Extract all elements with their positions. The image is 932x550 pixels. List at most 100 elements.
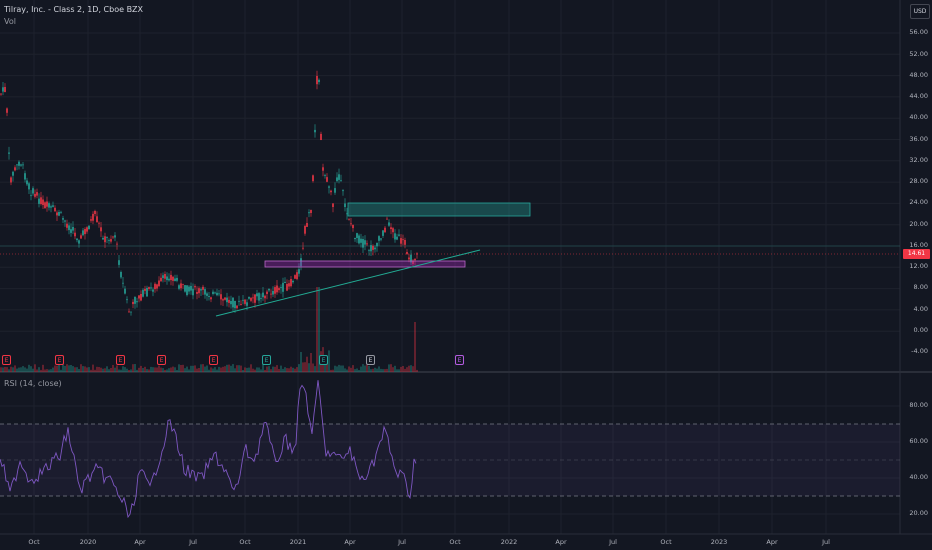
volume-bar	[56, 365, 58, 372]
rsi-axis[interactable]: 80.00 60.00 40.00 20.00	[901, 374, 932, 534]
volume-bar	[100, 367, 102, 372]
price-axis[interactable]: 56.00 52.00 48.00 44.00 40.00 36.00 32.0…	[901, 0, 932, 372]
volume-bar	[154, 367, 156, 372]
time-tick: 2020	[79, 538, 97, 546]
candle-body	[236, 305, 238, 309]
candle-body	[280, 287, 282, 288]
earnings-marker[interactable]: E	[209, 355, 218, 365]
candle-body	[108, 240, 110, 241]
time-tick: Oct	[28, 538, 40, 546]
time-tick: Apr	[766, 538, 778, 546]
volume-bar	[280, 365, 282, 372]
volume-bar	[382, 369, 384, 372]
earnings-marker[interactable]: E	[455, 355, 464, 365]
volume-bar	[162, 368, 164, 372]
volume-bar	[16, 368, 18, 372]
candle-body	[200, 289, 202, 291]
price-tick: 20.00	[909, 220, 928, 228]
trendline[interactable]	[215, 249, 481, 317]
candle-body	[210, 297, 212, 300]
candle-body	[334, 188, 336, 193]
volume-bar	[216, 369, 218, 372]
volume-bar	[272, 366, 274, 372]
candle-body	[116, 243, 118, 245]
volume-bar	[130, 369, 132, 372]
volume-bar	[360, 366, 362, 372]
volume-bar	[176, 370, 178, 372]
volume-bar	[402, 366, 404, 372]
volume-bar	[264, 369, 266, 372]
earnings-marker[interactable]: E	[55, 355, 64, 365]
earnings-marker[interactable]: E	[319, 355, 328, 365]
volume-label[interactable]: Vol	[4, 17, 16, 26]
volume-bar	[136, 369, 138, 372]
price-tick: 56.00	[909, 28, 928, 36]
candle-body	[396, 236, 398, 240]
currency-button[interactable]: USD	[910, 4, 930, 19]
candle-body	[44, 202, 46, 209]
earnings-marker[interactable]: E	[366, 355, 375, 365]
price-tick: 16.00	[909, 241, 928, 249]
time-axis[interactable]: Oct 2020 Apr Jul Oct 2021 Apr Jul Oct 20…	[0, 534, 900, 550]
volume-bar	[88, 367, 90, 372]
candle-body	[166, 276, 168, 281]
price-tick: 28.00	[909, 177, 928, 185]
volume-bar	[44, 369, 46, 372]
candle-body	[54, 207, 56, 212]
candle-body	[176, 277, 178, 281]
candle-body	[306, 223, 308, 227]
candle-body	[228, 299, 230, 303]
candle-body	[38, 198, 40, 204]
candle-body	[416, 253, 418, 255]
volume-bar	[174, 367, 176, 372]
volume-bar	[378, 366, 380, 372]
candle-body	[284, 281, 286, 283]
volume-bar	[156, 367, 158, 372]
time-tick: Jul	[822, 538, 830, 546]
rsi-line	[0, 380, 417, 519]
candle-body	[106, 237, 108, 238]
candle-body	[122, 282, 124, 284]
candle-body	[172, 276, 174, 281]
support-zone[interactable]	[264, 260, 466, 268]
candle-body	[292, 280, 294, 283]
candle-body	[140, 294, 142, 301]
candle-body	[222, 299, 224, 301]
candle-body	[194, 286, 196, 288]
candle-body	[260, 298, 262, 299]
volume-bar	[314, 366, 316, 372]
volume-bar	[54, 365, 56, 372]
candle-body	[114, 235, 116, 238]
rsi-label[interactable]: RSI (14, close)	[4, 379, 62, 388]
earnings-marker[interactable]: E	[262, 355, 271, 365]
candle-body	[126, 299, 128, 301]
resistance-zone[interactable]	[347, 202, 531, 217]
volume-bar	[86, 367, 88, 372]
earnings-marker[interactable]: E	[116, 355, 125, 365]
volume-bar	[38, 367, 40, 372]
volume-bar	[212, 368, 214, 372]
candle-body	[112, 236, 114, 238]
candle-body	[242, 299, 244, 301]
earnings-marker[interactable]: E	[2, 355, 11, 365]
price-tick: 36.00	[909, 135, 928, 143]
volume-bar	[116, 365, 118, 372]
candle-body	[26, 180, 28, 185]
volume-bar	[358, 370, 360, 372]
candle-body	[8, 152, 10, 154]
candle-body	[162, 275, 164, 279]
volume-bar	[170, 367, 172, 372]
candle-body	[68, 225, 70, 231]
symbol-title[interactable]: Tilray, Inc. - Class 2, 1D, Cboe BZX	[4, 5, 144, 14]
candle-body	[312, 175, 314, 182]
volume-bar	[346, 369, 348, 372]
volume-bar	[112, 365, 114, 372]
volume-bar	[12, 367, 14, 372]
volume-bar	[150, 366, 152, 372]
earnings-marker[interactable]: E	[157, 355, 166, 365]
volume-bar	[248, 367, 250, 372]
candle-body	[400, 238, 402, 244]
volume-bar	[326, 358, 328, 372]
